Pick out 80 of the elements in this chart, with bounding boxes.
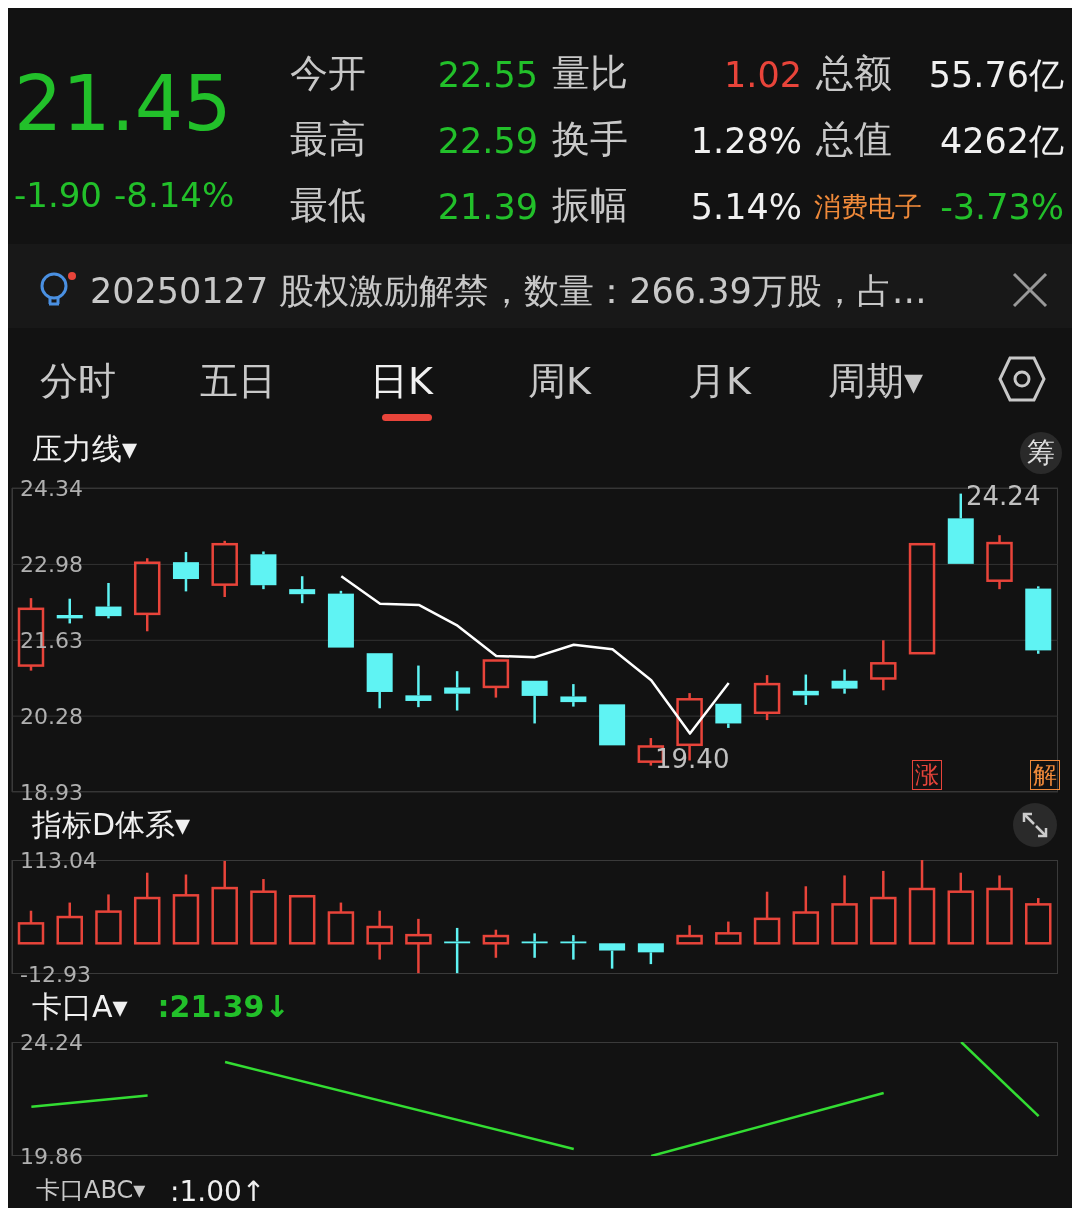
candlestick [676, 923, 703, 945]
text: 1.02 [724, 55, 802, 95]
candlestick [288, 894, 316, 945]
chart-subtitle: :21.39↓ [157, 989, 290, 1024]
text: 分时 [40, 359, 116, 403]
text: 5.14% [690, 187, 802, 227]
text: 振幅 [552, 183, 628, 227]
y-tick-label: 19.86 [20, 1143, 83, 1169]
candlestick [405, 917, 432, 974]
candlestick [1025, 585, 1052, 656]
candlestick [521, 680, 548, 725]
text: 日K [370, 359, 433, 403]
y-tick-label: 22.98 [20, 552, 83, 578]
candlestick [870, 869, 897, 945]
candlestick [250, 550, 277, 591]
text: 22.55 [437, 55, 538, 95]
candlestick [250, 877, 277, 945]
text: 21.39 [437, 187, 538, 227]
candlestick [56, 901, 83, 945]
annotation: 19.40 [655, 744, 730, 774]
text: 月K [688, 359, 751, 403]
candlestick [986, 533, 1013, 591]
text: -8.14% [114, 175, 235, 215]
text: 总值 [816, 117, 892, 161]
text: 21.45 [14, 59, 232, 148]
candlestick [792, 885, 820, 945]
candlestick [908, 860, 936, 945]
y-tick-label: 20.28 [20, 703, 83, 729]
text: 换手 [552, 117, 628, 161]
candlestick [211, 860, 238, 945]
candlestick [521, 932, 548, 960]
candlestick [172, 873, 200, 945]
candlestick [1025, 896, 1052, 945]
chart-title: 压力线▾ [32, 431, 138, 466]
text: :1.00↑ [170, 1175, 266, 1208]
y-tick-label: 24.24 [20, 1029, 83, 1055]
text: 今开 [290, 51, 366, 95]
text: 4262亿 [939, 121, 1064, 161]
candlestick [870, 639, 897, 692]
candlestick [599, 943, 626, 970]
text: 卡口ABC▾ [36, 1176, 146, 1204]
candlestick [560, 933, 587, 961]
annotation: 解 [1030, 760, 1060, 790]
text: 最高 [290, 117, 366, 161]
line-series [340, 574, 730, 735]
candlestick [95, 581, 122, 620]
text: 量比 [552, 51, 628, 95]
candlestick [947, 871, 975, 945]
text: 55.76亿 [928, 55, 1064, 95]
text: 1.28% [690, 121, 802, 161]
text: 周期▾ [828, 359, 924, 403]
chart-title: 卡口A▾ [32, 989, 128, 1024]
candlestick [560, 682, 587, 708]
text: 最低 [290, 183, 366, 227]
text: -3.73% [940, 187, 1064, 227]
candlestick [405, 664, 432, 709]
candlestick [366, 909, 393, 961]
chart-title: 指标D体系▾ [32, 807, 191, 842]
candlestick [986, 874, 1013, 945]
text: -1.90 [14, 175, 102, 215]
y-tick-label: 24.34 [20, 475, 83, 501]
candlestick [831, 668, 858, 695]
candlestick [133, 871, 161, 945]
text: 周K [528, 359, 591, 403]
candlestick [908, 542, 936, 655]
text: 22.59 [437, 121, 538, 161]
candlestick [95, 893, 122, 945]
annotation: 24.24 [966, 481, 1041, 511]
text: 五日 [200, 359, 276, 403]
candlestick [715, 920, 742, 945]
candlestick [831, 874, 858, 945]
text: 筹 [1020, 432, 1062, 474]
text: 消费电子 [814, 191, 922, 222]
candlestick [753, 890, 781, 945]
y-tick-label: -12.93 [20, 961, 91, 987]
text: 20250127 股权激励解禁，数量：266.39万股，占… [90, 271, 927, 311]
y-tick-label: 113.04 [20, 847, 97, 873]
y-tick-label: 18.93 [20, 779, 83, 805]
annotation: 涨 [912, 760, 942, 790]
text: 总额 [816, 51, 892, 95]
